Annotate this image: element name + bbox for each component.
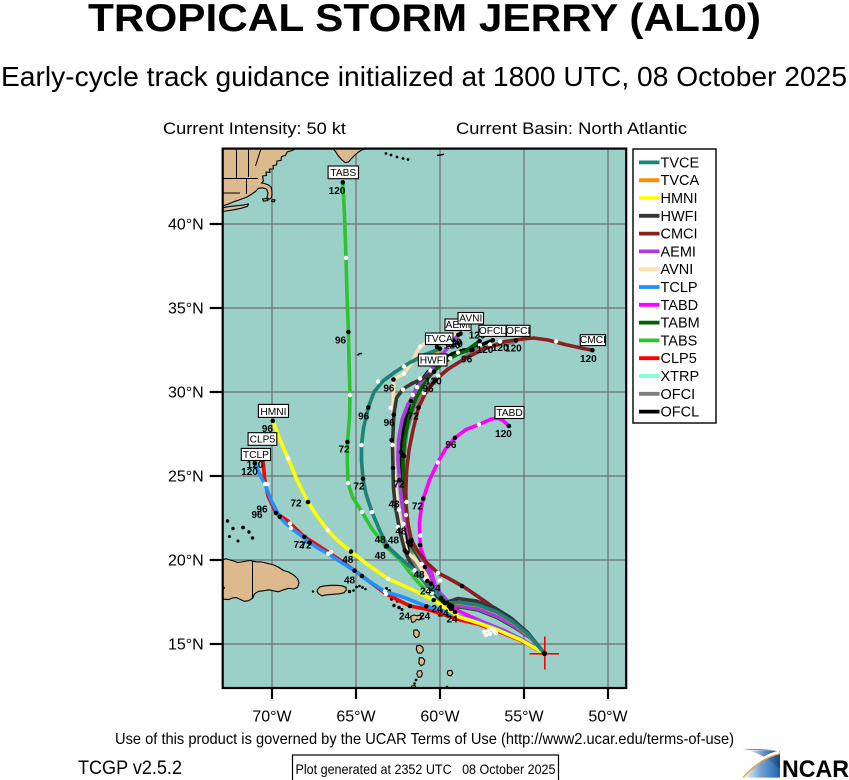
svg-text:24: 24: [446, 615, 458, 626]
svg-text:OFCL: OFCL: [661, 405, 700, 421]
svg-text:40°N: 40°N: [168, 217, 204, 234]
svg-text:TABS: TABS: [330, 168, 356, 179]
svg-text:72: 72: [412, 501, 424, 512]
svg-text:TROPICAL STORM JERRY (AL10): TROPICAL STORM JERRY (AL10): [88, 0, 761, 40]
svg-text:Plot generated at 2352 UTC 0: Plot generated at 2352 UTC 08 October 20…: [296, 761, 556, 777]
svg-text:120: 120: [477, 345, 494, 356]
svg-text:AVNI: AVNI: [661, 262, 694, 278]
svg-text:120: 120: [444, 340, 461, 351]
svg-text:120: 120: [580, 354, 597, 365]
svg-text:35°N: 35°N: [168, 301, 204, 318]
svg-text:CMCI: CMCI: [580, 335, 606, 346]
svg-text:HMNI: HMNI: [661, 191, 698, 207]
svg-text:XTRP: XTRP: [661, 369, 700, 385]
svg-text:96: 96: [383, 384, 395, 395]
svg-text:24: 24: [419, 612, 431, 623]
svg-text:TCLP: TCLP: [243, 450, 269, 461]
svg-text:OFCL: OFCL: [479, 326, 507, 337]
svg-text:120: 120: [495, 429, 512, 440]
svg-text:55°W: 55°W: [504, 709, 544, 726]
svg-text:120: 120: [425, 376, 442, 387]
svg-text:OFCI: OFCI: [506, 326, 530, 337]
svg-text:24: 24: [420, 587, 432, 598]
svg-text:70°W: 70°W: [252, 709, 292, 726]
svg-text:96: 96: [422, 384, 434, 395]
svg-text:72: 72: [338, 445, 350, 456]
svg-text:120: 120: [241, 467, 258, 478]
svg-text:96: 96: [256, 505, 268, 516]
svg-text:HWFI: HWFI: [661, 209, 698, 225]
svg-text:TABD: TABD: [496, 408, 522, 419]
svg-text:65°W: 65°W: [336, 709, 376, 726]
svg-text:15°N: 15°N: [168, 637, 204, 654]
svg-text:Current Basin: North Atlantic: Current Basin: North Atlantic: [456, 120, 687, 138]
svg-text:AVNI: AVNI: [459, 313, 482, 324]
svg-text:30°N: 30°N: [168, 385, 204, 402]
svg-text:HWFI: HWFI: [420, 355, 446, 366]
svg-text:TVCE: TVCE: [661, 155, 700, 171]
svg-text:TVCA: TVCA: [661, 173, 700, 189]
svg-text:48: 48: [388, 500, 400, 511]
svg-text:AEMI: AEMI: [661, 244, 696, 260]
svg-text:50°W: 50°W: [588, 709, 628, 726]
svg-text:48: 48: [395, 527, 407, 538]
svg-text:72: 72: [408, 412, 420, 423]
svg-text:120: 120: [446, 339, 463, 350]
svg-text:TCLP: TCLP: [661, 280, 698, 296]
svg-text:96: 96: [445, 440, 457, 451]
svg-text:120: 120: [492, 343, 509, 354]
svg-text:TABM: TABM: [661, 316, 700, 332]
svg-text:120: 120: [329, 186, 346, 197]
svg-text:CLP5: CLP5: [661, 351, 697, 367]
svg-text:72: 72: [300, 541, 312, 552]
svg-text:Current Intensity: 50 kt: Current Intensity: 50 kt: [163, 120, 346, 138]
svg-text:120: 120: [505, 344, 522, 355]
svg-text:24: 24: [431, 604, 443, 615]
svg-text:24: 24: [429, 584, 441, 595]
svg-text:96: 96: [461, 354, 473, 365]
svg-text:72: 72: [293, 540, 305, 551]
svg-text:Use of this product is governe: Use of this product is governed by the U…: [115, 731, 734, 748]
svg-text:AEMI: AEMI: [446, 320, 471, 331]
svg-text:HMNI: HMNI: [260, 407, 286, 418]
svg-text:20°N: 20°N: [168, 553, 204, 570]
svg-text:48: 48: [375, 535, 387, 546]
svg-text:96: 96: [262, 424, 274, 435]
svg-text:96: 96: [251, 510, 263, 521]
svg-text:96: 96: [335, 336, 347, 347]
svg-text:120: 120: [469, 330, 486, 341]
svg-text:48: 48: [413, 570, 425, 581]
svg-text:96: 96: [358, 412, 370, 423]
svg-text:48: 48: [342, 555, 354, 566]
svg-text:NCAR: NCAR: [782, 756, 849, 780]
svg-text:25°N: 25°N: [168, 469, 204, 486]
svg-text:48: 48: [388, 536, 400, 547]
svg-text:72: 72: [353, 482, 365, 493]
svg-text:96: 96: [384, 418, 396, 429]
svg-text:48: 48: [344, 575, 356, 586]
svg-text:OFCI: OFCI: [661, 387, 696, 403]
svg-text:TABS: TABS: [661, 333, 698, 349]
svg-text:72: 72: [393, 480, 405, 491]
svg-text:24: 24: [437, 609, 449, 620]
svg-text:60°W: 60°W: [420, 709, 460, 726]
svg-text:TABD: TABD: [661, 298, 699, 314]
svg-text:Early-cycle track guidance ini: Early-cycle track guidance initialized a…: [1, 61, 847, 92]
svg-text:120: 120: [247, 460, 264, 471]
svg-text:72: 72: [290, 499, 302, 510]
svg-text:TCGP v2.5.2: TCGP v2.5.2: [78, 758, 182, 779]
svg-text:CLP5: CLP5: [250, 435, 276, 446]
svg-text:48: 48: [375, 551, 387, 562]
svg-text:24: 24: [399, 612, 411, 623]
svg-text:CMCI: CMCI: [661, 227, 698, 243]
svg-text:TVCA: TVCA: [426, 334, 453, 345]
